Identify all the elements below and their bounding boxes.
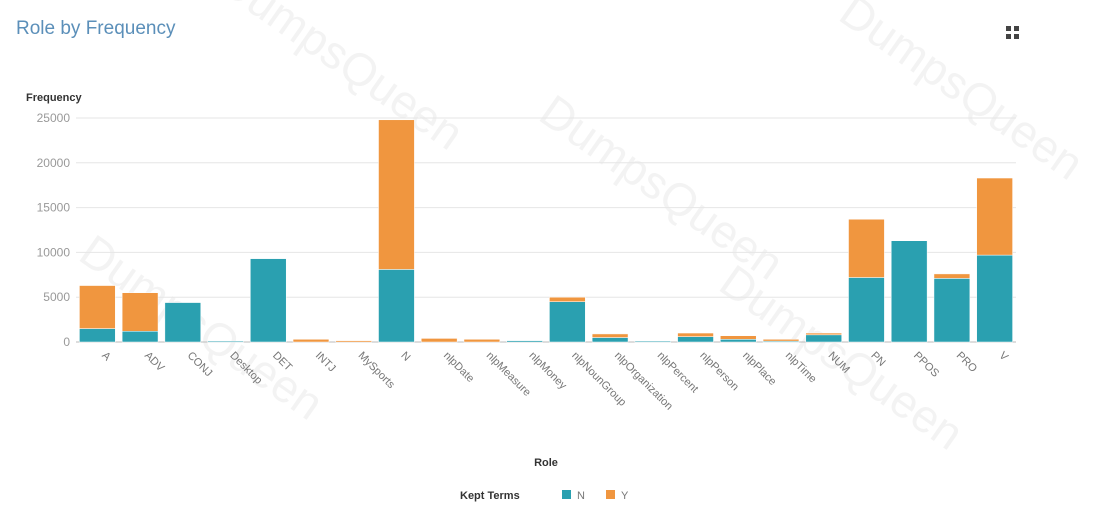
bar-y-intj <box>292 339 330 343</box>
x-tick-label: nlpMoney <box>527 350 570 393</box>
bar-y-pn <box>848 218 885 278</box>
y-tick-label: 0 <box>63 335 70 349</box>
bar-y-nlpnoungroup <box>549 296 586 302</box>
bar-n-v <box>976 254 1013 343</box>
legend-item-y: Y <box>621 490 629 502</box>
grid-icon[interactable] <box>1006 26 1020 40</box>
x-tick-label: A <box>99 350 113 364</box>
bar-y-n <box>378 119 415 270</box>
bar-y-adv <box>121 292 159 332</box>
bar-n-nlppercent <box>634 340 672 343</box>
bar-n-pn <box>848 277 885 343</box>
x-tick-label: ADV <box>142 350 167 375</box>
legend-swatch-n <box>562 490 571 499</box>
x-tick-label: PN <box>868 350 887 369</box>
bar-n-nlpperson <box>677 336 714 343</box>
bar-y-pro <box>933 273 971 279</box>
x-tick-label: nlpMeasure <box>484 350 533 399</box>
x-tick-label: nlpDate <box>441 350 476 385</box>
x-tick-label: nlpPercent <box>655 350 701 396</box>
y-tick-label: 25000 <box>37 111 71 125</box>
bar-y-nlpperson <box>677 332 714 337</box>
bar-y-nlpdate <box>420 338 458 343</box>
bar-y-num <box>805 332 842 336</box>
x-tick-label: nlpTime <box>783 350 819 386</box>
x-tick-label: Desktop <box>227 350 264 387</box>
x-tick-label: nlpPlace <box>740 350 778 388</box>
x-tick-label: MySports <box>356 350 398 392</box>
bar-n-num <box>805 334 842 343</box>
y-tick-label: 20000 <box>37 156 71 170</box>
y-tick-label: 15000 <box>37 201 71 215</box>
x-tick-label: V <box>997 350 1011 364</box>
bar-y-nlptime <box>762 339 800 342</box>
x-axis-label: Role <box>534 457 558 469</box>
x-tick-label: N <box>398 350 412 364</box>
bar-n-det <box>250 258 287 343</box>
chart-title: Role by Frequency <box>16 18 176 39</box>
bar-y-nlpmeasure <box>463 339 501 343</box>
bar-n-conj <box>164 302 202 343</box>
bar-n-n <box>378 269 415 343</box>
x-tick-label: PPOS <box>911 350 941 380</box>
y-tick-label: 10000 <box>37 245 71 259</box>
bar-n-nlporganization <box>591 337 629 343</box>
y-axis-label: Frequency <box>26 92 83 104</box>
bar-y-a <box>79 285 116 329</box>
bar-n-pro <box>933 278 971 343</box>
x-tick-label: nlpPerson <box>697 350 741 394</box>
x-tick-label: CONJ <box>185 350 215 380</box>
bar-n-nlpnoungroup <box>549 301 586 343</box>
bar-y-nlporganization <box>591 333 629 338</box>
bar-n-desktop <box>207 340 244 343</box>
x-tick-label: PRO <box>954 350 980 376</box>
bar-n-nlpplace <box>720 339 757 343</box>
bar-y-v <box>976 177 1013 256</box>
y-tick-label: 5000 <box>43 290 70 304</box>
bar-n-adv <box>121 330 159 343</box>
x-tick-label: NUM <box>826 350 852 376</box>
x-tick-label: DET <box>270 350 294 374</box>
bar-y-nlpplace <box>720 335 757 340</box>
bar-n-nlpmoney <box>506 340 543 343</box>
x-tick-label: INTJ <box>313 350 338 375</box>
legend-title: Kept Terms <box>460 490 520 502</box>
bar-y-mysports <box>335 340 372 343</box>
bar-n-ppos <box>890 240 928 343</box>
bar-n-a <box>79 328 116 343</box>
legend-swatch-y <box>606 490 615 499</box>
legend-item-n: N <box>577 490 585 502</box>
